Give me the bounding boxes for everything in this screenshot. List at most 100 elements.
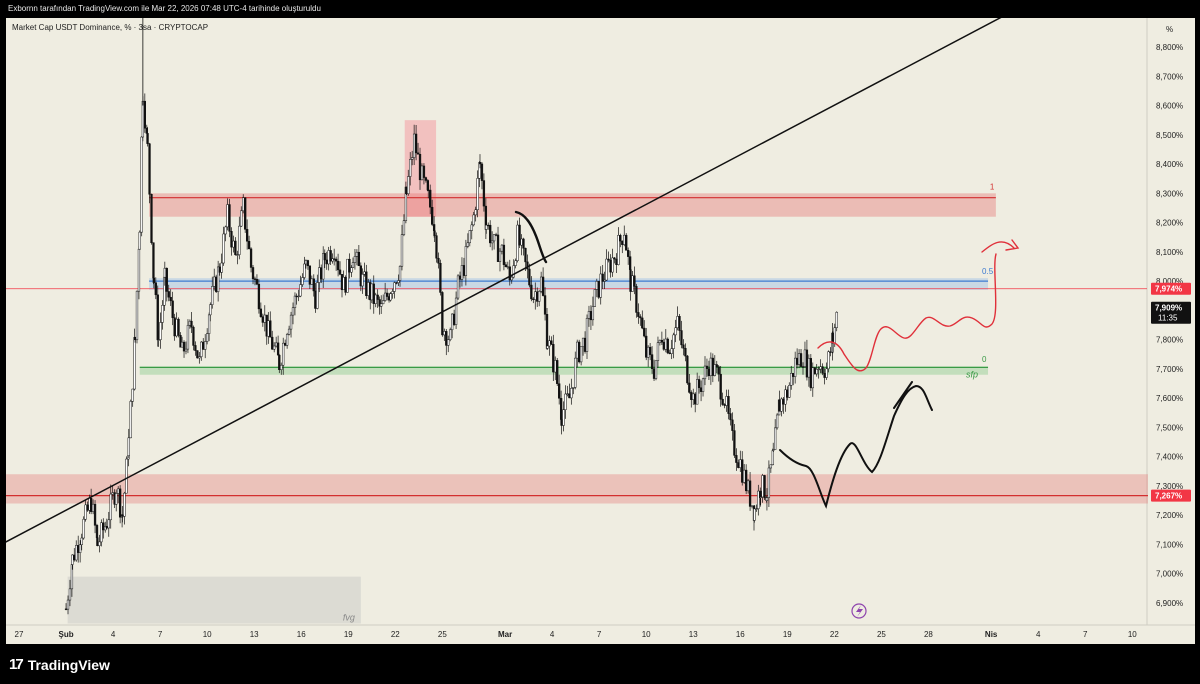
candle-body bbox=[121, 514, 124, 517]
chart-area[interactable]: fvg 1 0.5 0 sfp 6,900% 7,000% 7,100% 7,200% 7,30… bbox=[0, 5, 1195, 644]
candle-body bbox=[532, 298, 535, 300]
candle-body bbox=[418, 153, 422, 181]
candle-body bbox=[558, 383, 561, 399]
y-tick-label: 8,300% bbox=[1156, 189, 1183, 198]
badge-7974: 7,974% bbox=[1155, 285, 1182, 294]
candle-body bbox=[570, 387, 573, 399]
candle-body bbox=[684, 347, 687, 357]
x-tick-label: 16 bbox=[736, 630, 745, 639]
candle-body bbox=[376, 294, 379, 300]
trendline bbox=[0, 5, 1023, 546]
candle-body bbox=[238, 225, 241, 255]
candle-body bbox=[129, 401, 132, 439]
candle-body bbox=[322, 253, 325, 280]
candle-body bbox=[715, 364, 718, 368]
candle-body bbox=[767, 467, 771, 498]
candle-body bbox=[652, 368, 656, 379]
candle-body bbox=[414, 133, 418, 154]
candle-body bbox=[502, 244, 506, 265]
candle-body bbox=[353, 256, 357, 263]
candle-body bbox=[232, 240, 235, 248]
candle-body bbox=[209, 304, 212, 316]
candle-body bbox=[445, 331, 448, 346]
candle-body bbox=[639, 316, 642, 319]
y-tick-label: 7,000% bbox=[1156, 570, 1183, 579]
y-tick-label: 7,100% bbox=[1156, 540, 1183, 549]
candle-body bbox=[522, 238, 525, 249]
candle-body bbox=[709, 357, 713, 377]
chart-svg[interactable]: fvg 1 0.5 0 sfp 6,900% 7,000% 7,100% 7,200% 7,30… bbox=[0, 5, 1195, 644]
candle-body bbox=[601, 273, 604, 282]
candle-body bbox=[391, 291, 394, 294]
price-axis[interactable]: 6,900% 7,000% 7,100% 7,200% 7,300% 7,400% 7,50… bbox=[1151, 43, 1191, 608]
candle-body bbox=[784, 389, 787, 405]
candle-body bbox=[82, 518, 85, 539]
y-tick-label: 8,100% bbox=[1156, 248, 1183, 257]
candle-body bbox=[741, 459, 744, 483]
candle-body bbox=[420, 165, 424, 181]
zone-box-2 bbox=[139, 365, 989, 375]
candle-body bbox=[180, 341, 184, 348]
candle-body bbox=[204, 341, 207, 350]
candle-body bbox=[512, 265, 515, 278]
zone-label-1: 0.5 bbox=[982, 267, 994, 276]
candle-body bbox=[80, 537, 83, 545]
candle-body bbox=[372, 283, 375, 304]
candle-body bbox=[400, 234, 404, 267]
candles-layer bbox=[64, 11, 838, 615]
time-axis[interactable]: 27 Şub 4 7 10 13 16 19 22 25 Mar 4 7 10 13 16 19 22 25 28 Ni… bbox=[15, 630, 1138, 639]
candle-body bbox=[234, 240, 237, 256]
candle-body bbox=[433, 230, 436, 236]
tradingview-logo[interactable]: 17 TradingView bbox=[9, 656, 110, 673]
candle-body bbox=[607, 258, 610, 261]
candle-body bbox=[383, 292, 387, 301]
candle-body bbox=[218, 266, 221, 273]
zone-label-0: 1 bbox=[990, 182, 995, 191]
candle-body bbox=[688, 382, 691, 393]
candle-body bbox=[478, 162, 482, 165]
candle-body bbox=[528, 268, 531, 286]
candle-body bbox=[127, 437, 130, 456]
candle-body bbox=[733, 430, 736, 456]
candle-body bbox=[496, 234, 500, 262]
candle-body bbox=[196, 350, 199, 359]
candle-body bbox=[593, 289, 596, 307]
candle-body bbox=[289, 314, 293, 330]
candle-body bbox=[105, 526, 108, 529]
candle-body bbox=[543, 295, 547, 315]
candle-body bbox=[118, 488, 122, 518]
candle-body bbox=[412, 133, 416, 158]
candle-body bbox=[98, 541, 101, 547]
candle-body bbox=[635, 286, 638, 313]
candle-body bbox=[617, 235, 620, 265]
lines-layer bbox=[0, 5, 1023, 546]
candle-body bbox=[141, 100, 145, 138]
candle-body bbox=[285, 334, 289, 346]
candle-body bbox=[143, 100, 146, 129]
candle-body bbox=[641, 317, 644, 329]
candle-body bbox=[829, 351, 832, 353]
candle-body bbox=[723, 404, 726, 406]
candle-body bbox=[284, 342, 287, 346]
candle-body bbox=[621, 240, 624, 245]
candle-body bbox=[613, 257, 616, 260]
candle-body bbox=[625, 234, 628, 251]
candle-body bbox=[763, 475, 766, 499]
candle-body bbox=[327, 250, 330, 265]
candle-body bbox=[456, 275, 460, 299]
candle-body bbox=[536, 291, 539, 302]
lightning-icon[interactable] bbox=[851, 603, 867, 619]
zone-box-1 bbox=[149, 278, 989, 290]
candle-body bbox=[476, 178, 479, 210]
x-tick-label: 4 bbox=[1036, 630, 1041, 639]
candle-body bbox=[591, 306, 595, 321]
candle-body bbox=[133, 337, 136, 390]
candle-body bbox=[422, 165, 426, 178]
candle-body bbox=[431, 206, 434, 225]
candle-body bbox=[797, 353, 801, 365]
candle-body bbox=[746, 480, 750, 492]
candle-body bbox=[71, 554, 74, 565]
candle-body bbox=[363, 271, 366, 275]
candle-body bbox=[240, 210, 243, 227]
candle-body bbox=[623, 234, 626, 245]
